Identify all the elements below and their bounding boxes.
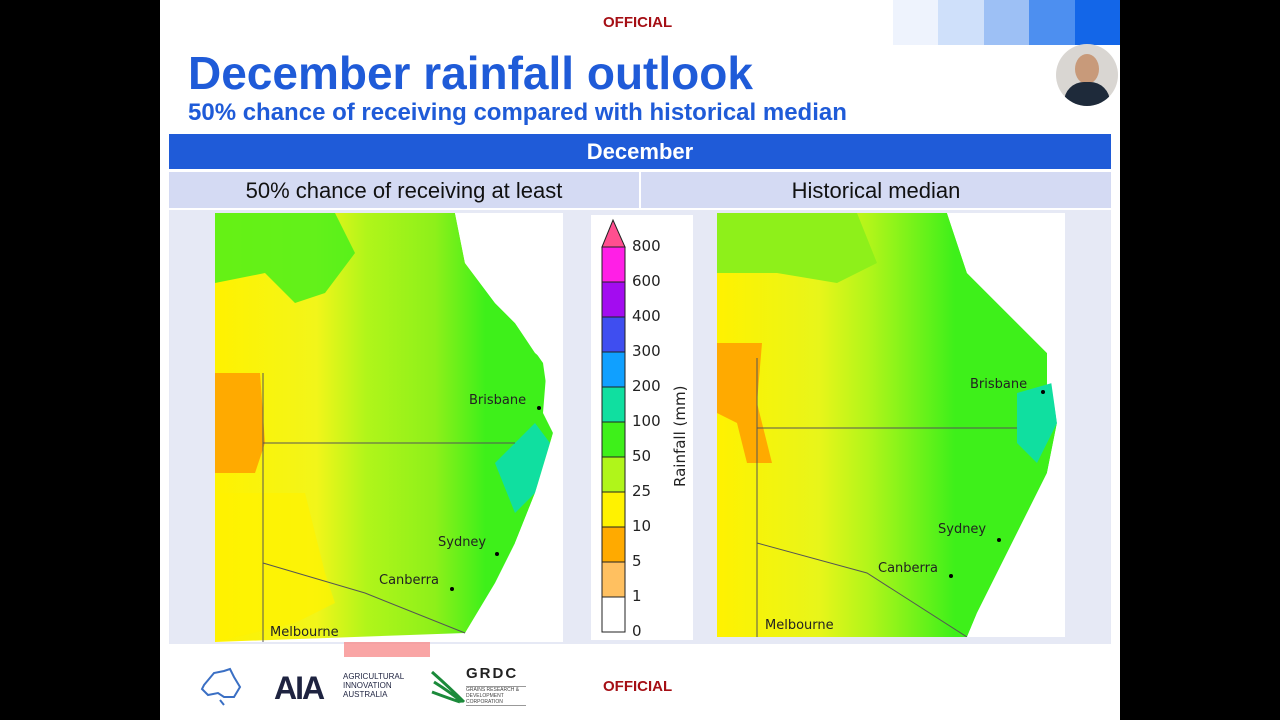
aia-logo-mark: AIA	[274, 670, 325, 706]
rainfall-map-image	[717, 213, 1065, 637]
colorbar-segment	[601, 421, 626, 458]
rainfall-legend: 800 600 400 300 200 100 50 25 10 5 1 0 Rainfall (mm…	[591, 215, 693, 640]
colorbar-segment	[601, 491, 626, 528]
colorbar-segment	[601, 526, 626, 563]
city-label-melbourne: Melbourne	[765, 618, 834, 633]
column-header-50pct: 50% chance of receiving at least	[169, 172, 639, 208]
colorbar-segment	[601, 351, 626, 388]
city-label-melbourne: Melbourne	[270, 625, 339, 640]
legend-tick-label: 50	[632, 447, 652, 465]
decorative-blue-blocks	[893, 0, 1121, 45]
map-50pct-chance: Brisbane Sydney Canberra Melbourne	[215, 213, 563, 642]
legend-tick-label: 800	[632, 237, 661, 255]
presenter-video	[1056, 44, 1118, 106]
legend-tick-label: 0	[632, 622, 642, 640]
grdc-logo-text: GRDC	[466, 665, 519, 682]
city-label-canberra: Canberra	[379, 573, 439, 588]
colorbar	[601, 218, 626, 633]
colorbar-segment	[601, 316, 626, 353]
page-subtitle: 50% chance of receiving compared with hi…	[188, 99, 847, 126]
grdc-leaf-logo	[431, 670, 466, 704]
city-label-canberra: Canberra	[878, 561, 938, 576]
legend-tick-label: 100	[632, 412, 661, 430]
page-title: December rainfall outlook	[188, 47, 753, 99]
legend-tick-label: 200	[632, 377, 661, 395]
city-label-brisbane: Brisbane	[970, 377, 1028, 392]
city-label-sydney: Sydney	[938, 522, 987, 537]
classification-bottom: OFFICIAL	[603, 678, 673, 695]
colorbar-segment	[601, 246, 626, 283]
map-historical-median: Brisbane Sydney Canberra Melbourne	[717, 213, 1065, 637]
rainfall-map-image	[215, 213, 563, 642]
colorbar-segment	[601, 386, 626, 423]
colorbar-segment	[601, 281, 626, 318]
legend-tick-label: 10	[632, 517, 652, 535]
legend-tick-label: 1	[632, 587, 642, 605]
city-label-brisbane: Brisbane	[469, 393, 527, 408]
legend-tick-label: 600	[632, 272, 661, 290]
legend-title: Rainfall (mm)	[671, 385, 689, 487]
column-header-median: Historical median	[641, 172, 1111, 208]
grdc-logo-subtext: GRAINS RESEARCH & DEVELOPMENT CORPORATIO…	[466, 686, 526, 706]
legend-tick-label: 300	[632, 342, 661, 360]
legend-tick-label: 25	[632, 482, 652, 500]
aia-logo-text: AGRICULTURAL INNOVATION AUSTRALIA	[343, 672, 404, 699]
legend-tick-label: 400	[632, 307, 661, 325]
highlight-mark	[344, 642, 430, 657]
month-header: December	[169, 134, 1111, 169]
colorbar-segment	[601, 561, 626, 598]
slide: OFFICIAL December rainfall outlook 50% c…	[160, 0, 1121, 720]
australia-map-logo	[200, 667, 242, 706]
colorbar-extend-arrow	[601, 218, 626, 248]
city-label-sydney: Sydney	[438, 535, 487, 550]
colorbar-segment	[601, 596, 626, 633]
classification-top: OFFICIAL	[603, 14, 673, 31]
legend-tick-label: 5	[632, 552, 642, 570]
colorbar-segment	[601, 456, 626, 493]
